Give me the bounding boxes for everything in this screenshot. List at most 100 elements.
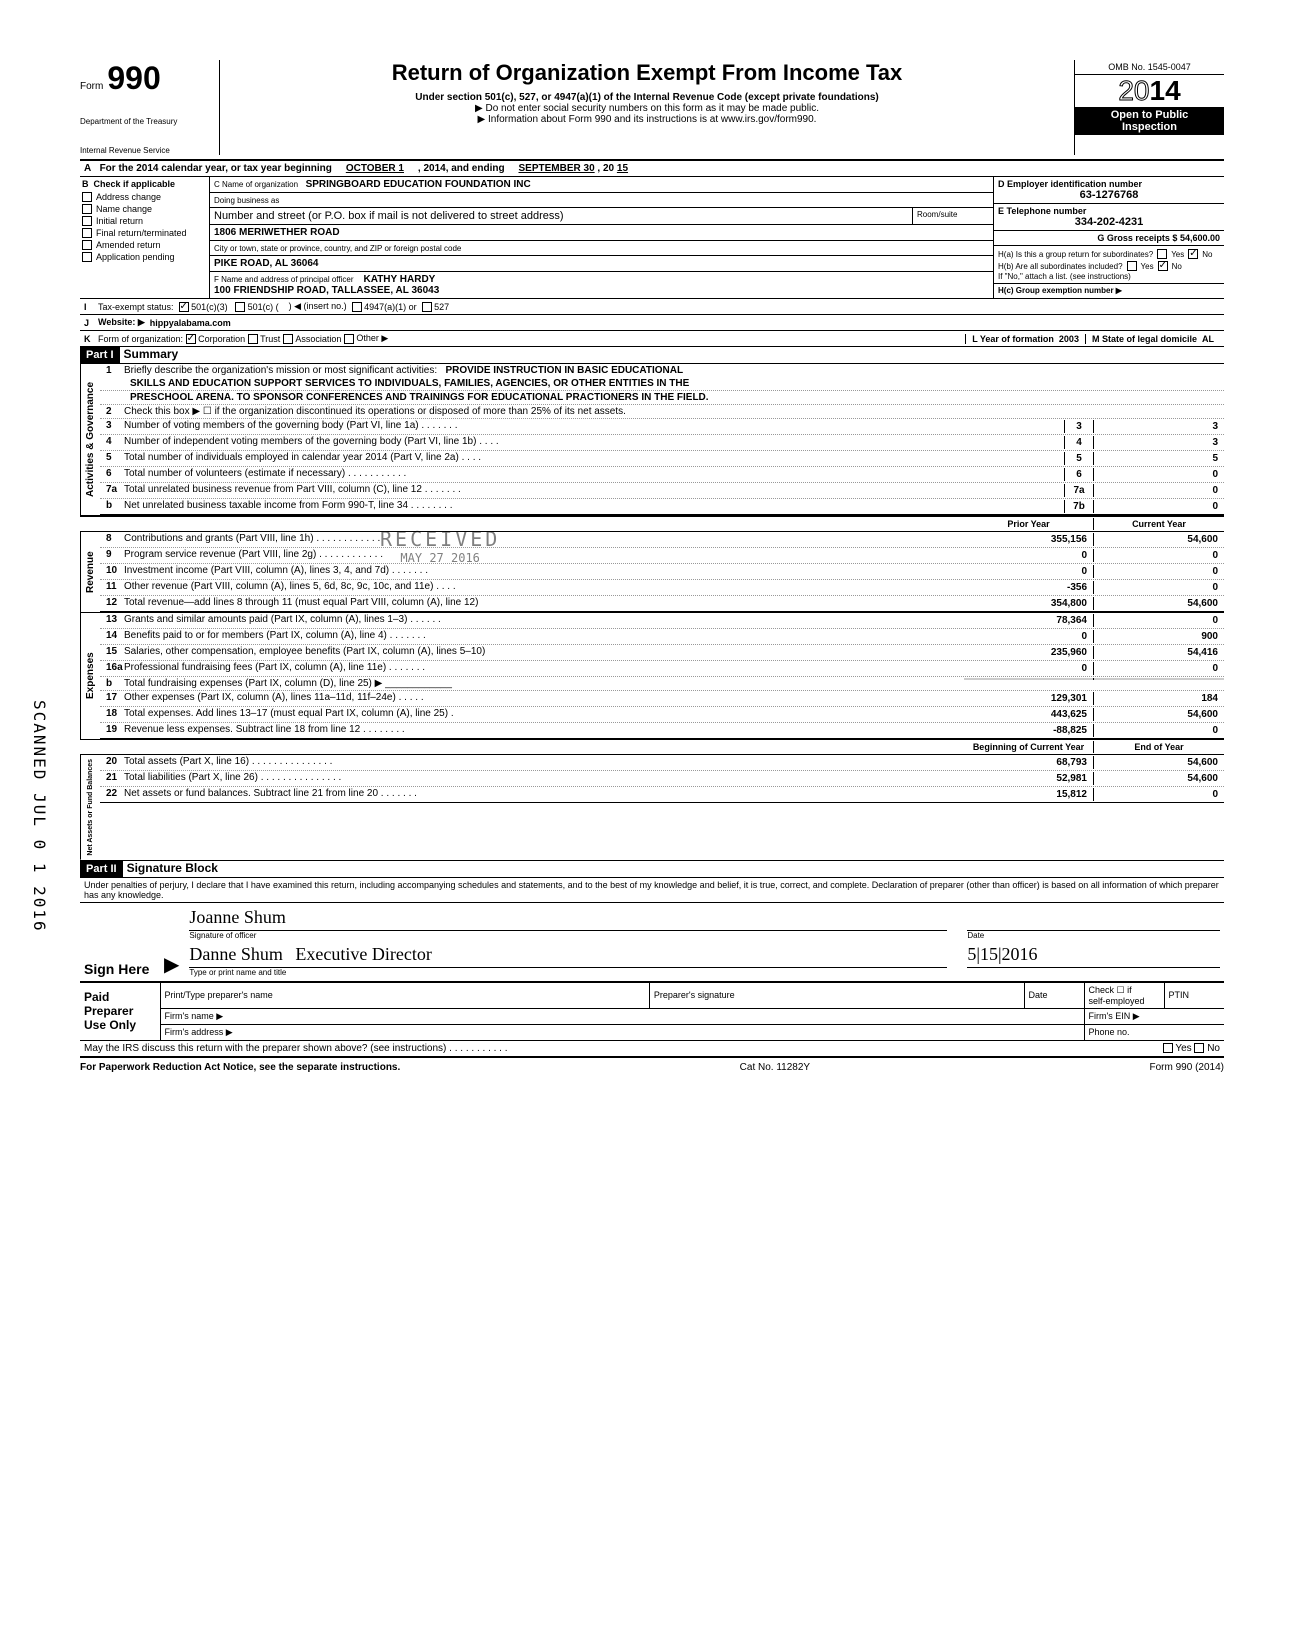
- org-name-label: C Name of organization: [214, 180, 298, 189]
- preparer-selfemp-col: Check ☐ if self-employed: [1084, 982, 1164, 1008]
- street-label: Number and street (or P.O. box if mail i…: [214, 210, 908, 222]
- irs-yes-checkbox[interactable]: [1163, 1043, 1173, 1053]
- footer: For Paperwork Reduction Act Notice, see …: [80, 1058, 1224, 1073]
- mission-line1: PROVIDE INSTRUCTION IN BASIC EDUCATIONAL: [446, 365, 684, 376]
- check-other[interactable]: [344, 334, 354, 344]
- form-right: OMB No. 1545-0047 2014 Open to Public In…: [1074, 60, 1224, 155]
- sign-arrow-icon: ▶: [164, 952, 179, 977]
- row-a-tax-year: A For the 2014 calendar year, or tax yea…: [80, 161, 1224, 177]
- open-public: Open to Public Inspection: [1075, 107, 1224, 135]
- footer-right: Form 990 (2014): [1150, 1062, 1224, 1073]
- check-assoc[interactable]: [283, 334, 293, 344]
- expenses-label: Expenses: [80, 613, 100, 739]
- net-line-21: 21Total liabilities (Part X, line 26) . …: [100, 771, 1224, 787]
- ein-value: 63-1276768: [998, 189, 1220, 201]
- form-note2: ▶ Information about Form 990 and its ins…: [230, 114, 1064, 125]
- irs-no-checkbox[interactable]: [1194, 1043, 1204, 1053]
- governance-label: Activities & Governance: [80, 364, 100, 515]
- officer-name: KATHY HARDY: [364, 274, 436, 285]
- sign-here-label: Sign Here: [84, 961, 154, 977]
- check-corp[interactable]: [186, 334, 196, 344]
- officer-addr: 100 FRIENDSHIP ROAD, TALLASSEE, AL 36043: [214, 285, 439, 296]
- preparer-label: Preparer: [84, 1004, 156, 1018]
- hb-yes-checkbox[interactable]: [1127, 261, 1137, 271]
- form-header: Form 990 Department of the Treasury Inte…: [80, 60, 1224, 161]
- part1-header-row: Part I Summary: [80, 347, 1224, 364]
- check-501c[interactable]: [235, 302, 245, 312]
- rev-line-10: 10Investment income (Part VIII, column (…: [100, 564, 1224, 580]
- preparer-sig-col: Preparer's signature: [649, 982, 1024, 1008]
- firm-addr-row: Firm's address ▶: [160, 1024, 1084, 1040]
- sign-date: 5|15|2016: [967, 944, 1037, 964]
- col-c: C Name of organization SPRINGBOARD EDUCA…: [210, 177, 994, 298]
- ha-yes-checkbox[interactable]: [1157, 249, 1167, 259]
- row-k: K Form of organization: Corporation Trus…: [80, 331, 1224, 347]
- irs-discuss-row: May the IRS discuss this return with the…: [80, 1041, 1224, 1058]
- city-value: PIKE ROAD, AL 36064: [214, 258, 318, 269]
- net-line-22: 22Net assets or fund balances. Subtract …: [100, 787, 1224, 803]
- officer-label: F Name and address of principal officer: [214, 275, 353, 284]
- revenue-label: Revenue: [80, 532, 100, 612]
- street-value: 1806 MERIWETHER ROAD: [214, 227, 340, 238]
- gov-line-6: 6Total number of volunteers (estimate if…: [100, 467, 1224, 483]
- mission-line2: SKILLS AND EDUCATION SUPPORT SERVICES TO…: [100, 378, 689, 389]
- firm-phone-row: Phone no.: [1084, 1024, 1224, 1040]
- form-number: 990: [107, 60, 160, 97]
- mission-line3: PRESCHOOL ARENA. TO SPONSOR CONFERENCES …: [100, 392, 709, 403]
- dept-irs: Internal Revenue Service: [80, 146, 211, 155]
- preparer-name-col: Print/Type preparer's name: [160, 982, 649, 1008]
- exp-line-19: 19Revenue less expenses. Subtract line 1…: [100, 723, 1224, 739]
- firm-ein-row: Firm's EIN ▶: [1084, 1008, 1224, 1024]
- check-address-change[interactable]: Address change: [80, 191, 209, 203]
- hb-no-checkbox[interactable]: [1158, 261, 1168, 271]
- netassets-section: Net Assets or Fund Balances 20Total asse…: [80, 755, 1224, 861]
- form-subtitle: Under section 501(c), 527, or 4947(a)(1)…: [230, 92, 1064, 103]
- part2-header-row: Part II Signature Block: [80, 861, 1224, 878]
- exp-line-15: 15Salaries, other compensation, employee…: [100, 645, 1224, 661]
- rev-line-12: 12Total revenue—add lines 8 through 11 (…: [100, 596, 1224, 612]
- exp-line-18: 18Total expenses. Add lines 13–17 (must …: [100, 707, 1224, 723]
- check-501c3[interactable]: [179, 302, 189, 312]
- paid-label: Paid: [84, 990, 156, 1004]
- revenue-section: Revenue 8Contributions and grants (Part …: [80, 532, 1224, 613]
- gov-line-5: 5Total number of individuals employed in…: [100, 451, 1224, 467]
- check-527[interactable]: [422, 302, 432, 312]
- sign-section: Sign Here ▶ Joanne Shum Signature of off…: [80, 902, 1224, 982]
- ha-no-checkbox[interactable]: [1188, 249, 1198, 259]
- perjury-text: Under penalties of perjury, I declare th…: [80, 878, 1224, 902]
- check-name-change[interactable]: Name change: [80, 203, 209, 215]
- net-line-20: 20Total assets (Part X, line 16) . . . .…: [100, 755, 1224, 771]
- cols-header-begin-end: Beginning of Current Year End of Year: [80, 740, 1224, 755]
- exp-line-17: 17Other expenses (Part IX, column (A), l…: [100, 691, 1224, 707]
- col-d: D Employer identification number 63-1276…: [994, 177, 1224, 298]
- gov-line-7a: 7aTotal unrelated business revenue from …: [100, 483, 1224, 499]
- gov-line-4: 4Number of independent voting members of…: [100, 435, 1224, 451]
- part1-title: Summary: [120, 347, 179, 361]
- room-suite-label: Room/suite: [913, 208, 993, 224]
- check-amended-return[interactable]: Amended return: [80, 239, 209, 251]
- hc-label: H(c) Group exemption number ▶: [998, 286, 1122, 295]
- sig-date-label: Date: [967, 931, 1220, 940]
- h-b-row: H(b) Are all subordinates included? Yes …: [998, 260, 1220, 272]
- exp-line-16a: 16aProfessional fundraising fees (Part I…: [100, 661, 1224, 677]
- check-final-return[interactable]: Final return/terminated: [80, 227, 209, 239]
- rev-line-11: 11Other revenue (Part VIII, column (A), …: [100, 580, 1224, 596]
- officer-signature: Joanne Shum: [189, 907, 286, 927]
- preparer-ptin-col: PTIN: [1164, 982, 1224, 1008]
- sig-officer-label: Signature of officer: [189, 931, 947, 940]
- exp-line-b: bTotal fundraising expenses (Part IX, co…: [100, 677, 1224, 691]
- part2-title: Signature Block: [123, 861, 218, 875]
- check-4947[interactable]: [352, 302, 362, 312]
- form-title: Return of Organization Exempt From Incom…: [230, 60, 1064, 86]
- name-title-label: Type or print name and title: [189, 968, 1220, 977]
- preparer-date-col: Date: [1024, 982, 1084, 1008]
- check-application-pending[interactable]: Application pending: [80, 251, 209, 263]
- gov-line-b: bNet unrelated business taxable income f…: [100, 499, 1224, 515]
- section-bcd: B Check if applicable Address change Nam…: [80, 177, 1224, 299]
- use-only-label: Use Only: [84, 1018, 156, 1032]
- city-label: City or town, state or province, country…: [214, 244, 461, 253]
- form-label: Form: [80, 81, 103, 92]
- firm-name-row: Firm's name ▶: [160, 1008, 1084, 1024]
- check-initial-return[interactable]: Initial return: [80, 215, 209, 227]
- check-trust[interactable]: [248, 334, 258, 344]
